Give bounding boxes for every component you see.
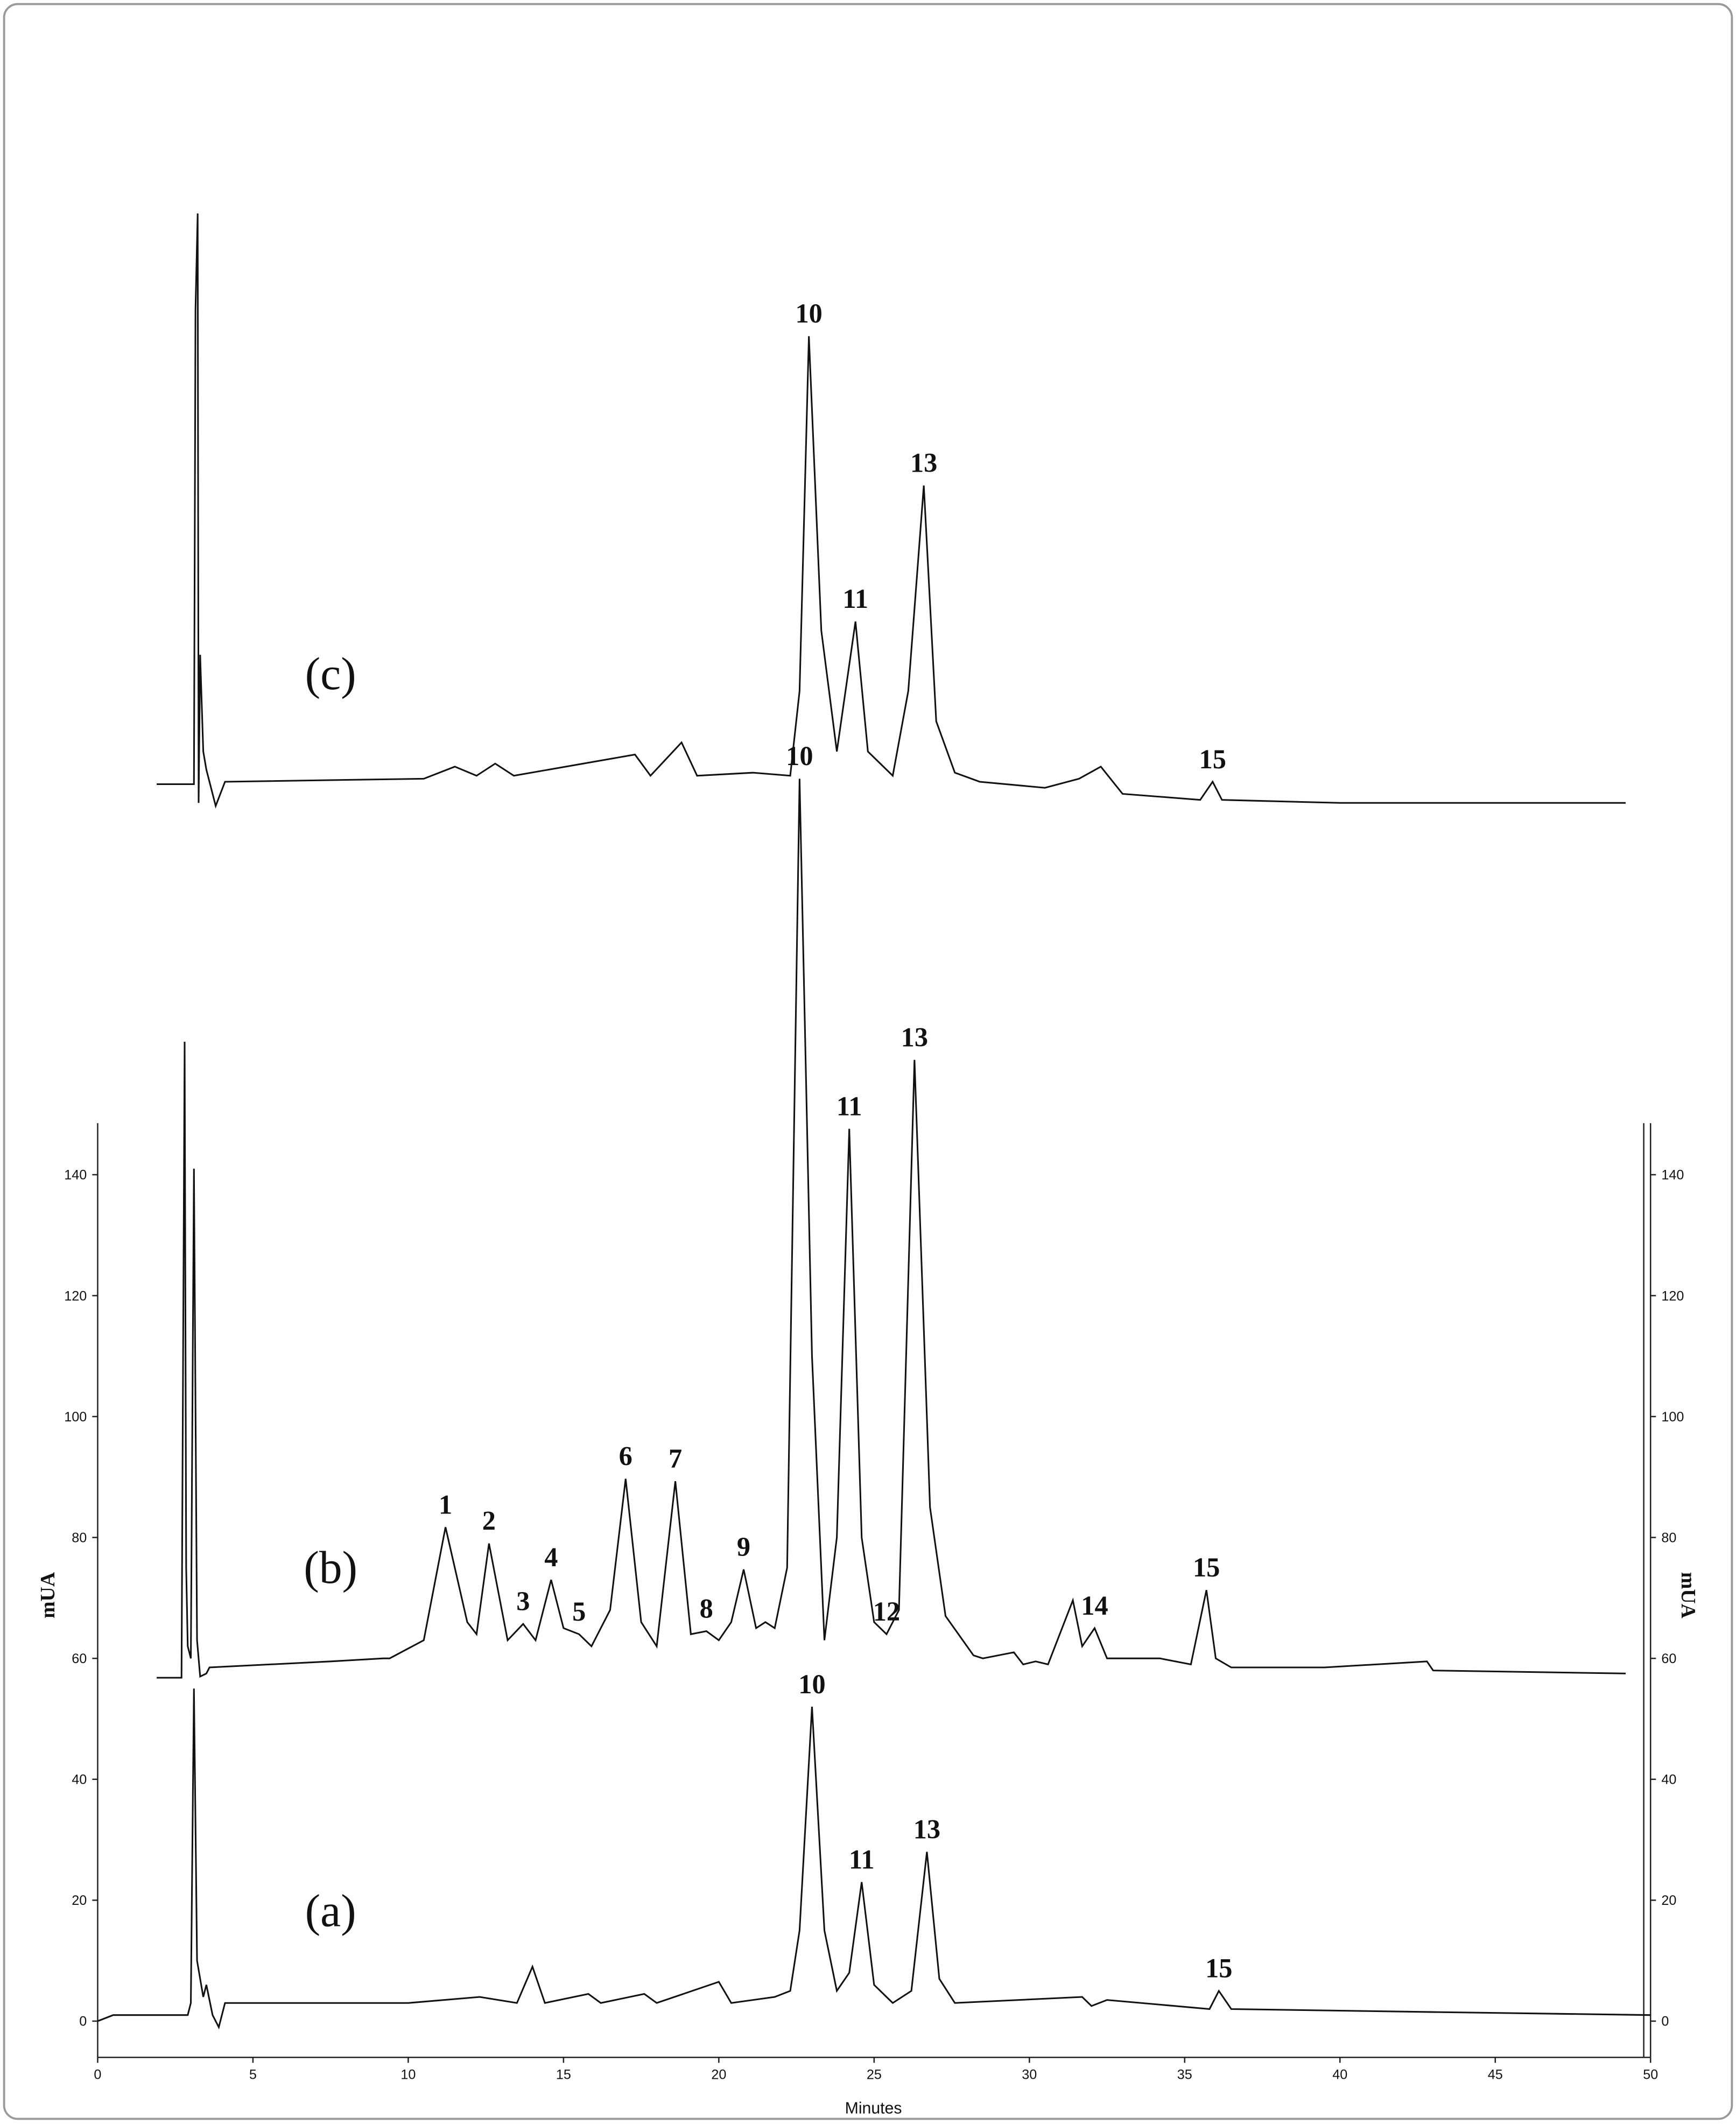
peak-label: 5	[572, 1596, 586, 1627]
y2-tick-label: 20	[1661, 1893, 1676, 1908]
trace	[157, 213, 1626, 809]
peak-label: 8	[700, 1593, 713, 1623]
peak-label: 11	[849, 1844, 875, 1874]
x-tick-label: 40	[1332, 2067, 1347, 2083]
y-tick-label: 0	[79, 2014, 87, 2029]
peak-label: 4	[544, 1542, 558, 1572]
peak-label: 13	[901, 1022, 928, 1052]
peak-label: 1	[439, 1489, 452, 1519]
peak-label: 2	[482, 1506, 496, 1536]
x-tick-label: 15	[556, 2067, 571, 2083]
y2-axis-label: mUA	[1677, 1572, 1699, 1618]
y2-tick-label: 120	[1661, 1288, 1684, 1303]
x-tick-label: 30	[1022, 2067, 1037, 2083]
peak-label: 10	[798, 1669, 825, 1699]
trace	[157, 779, 1626, 1679]
peak-label: 12	[873, 1596, 900, 1627]
x-tick-label: 5	[249, 2067, 257, 2083]
peak-label: 3	[516, 1586, 530, 1616]
y-tick-label: 100	[64, 1410, 87, 1425]
y-tick-label: 60	[72, 1651, 87, 1666]
x-tick-label: 0	[94, 2067, 101, 2083]
peak-label: 13	[910, 448, 937, 478]
peak-label: 9	[737, 1532, 750, 1562]
peak-label: 10	[786, 741, 813, 771]
peak-label: 11	[837, 1091, 862, 1121]
y-tick-label: 80	[72, 1530, 87, 1545]
x-tick-label: 35	[1177, 2067, 1192, 2083]
peak-label: 15	[1205, 1953, 1232, 1983]
y-tick-label: 20	[72, 1893, 87, 1908]
x-axis-label: Minutes	[845, 2099, 902, 2117]
peak-label: 6	[619, 1441, 632, 1471]
y2-tick-label: 140	[1661, 1168, 1684, 1183]
y-tick-label: 40	[72, 1772, 87, 1787]
y-tick-label: 120	[64, 1288, 87, 1303]
frame	[3, 3, 1733, 2120]
peak-label: 15	[1193, 1552, 1220, 1582]
peak-label: 10	[795, 298, 822, 328]
peak-label: 11	[842, 584, 868, 614]
x-tick-label: 50	[1643, 2067, 1658, 2083]
y2-tick-label: 80	[1661, 1530, 1676, 1545]
trace-label: (a)	[305, 1885, 356, 1937]
trace-label: (b)	[304, 1542, 357, 1593]
y-axis-label: mUA	[37, 1572, 59, 1618]
y-tick-label: 140	[64, 1168, 87, 1183]
x-tick-label: 10	[400, 2067, 416, 2083]
y2-tick-label: 100	[1661, 1410, 1684, 1425]
trace-label: (c)	[305, 648, 356, 699]
peak-label: 15	[1199, 744, 1226, 774]
x-tick-label: 25	[867, 2067, 882, 2083]
x-tick-label: 45	[1488, 2067, 1503, 2083]
peak-label: 7	[669, 1443, 682, 1474]
y2-tick-label: 40	[1661, 1772, 1676, 1787]
y2-tick-label: 0	[1661, 2014, 1669, 2029]
x-tick-label: 20	[711, 2067, 726, 2083]
trace	[97, 1688, 1651, 2030]
peak-label: 13	[913, 1814, 940, 1844]
y2-tick-label: 60	[1661, 1651, 1676, 1666]
peak-label: 14	[1081, 1590, 1108, 1621]
